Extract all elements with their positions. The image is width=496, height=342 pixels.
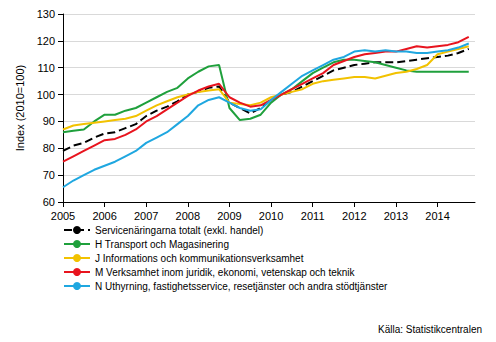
svg-text:2013: 2013	[384, 210, 408, 222]
svg-text:90: 90	[43, 115, 55, 127]
svg-text:80: 80	[43, 142, 55, 154]
svg-text:120: 120	[37, 35, 55, 47]
svg-text:2008: 2008	[176, 210, 200, 222]
svg-text:110: 110	[37, 62, 55, 74]
svg-text:100: 100	[37, 89, 55, 101]
svg-text:2014: 2014	[425, 210, 449, 222]
svg-text:2007: 2007	[134, 210, 158, 222]
svg-text:2006: 2006	[92, 210, 116, 222]
svg-text:H Transport och Magasinering: H Transport och Magasinering	[95, 239, 229, 250]
svg-text:2010: 2010	[259, 210, 283, 222]
svg-text:J Informations och kommunikati: J Informations och kommunikationsverksam…	[95, 253, 304, 264]
svg-text:N Uthyrning, fastighetsservice: N Uthyrning, fastighetsservice, resetjän…	[95, 281, 388, 292]
svg-text:2011: 2011	[301, 210, 325, 222]
svg-text:70: 70	[43, 169, 55, 181]
svg-text:M Verksamhet inom juridik, eko: M Verksamhet inom juridik, ekonomi, vete…	[95, 267, 356, 278]
svg-text:130: 130	[37, 8, 55, 20]
svg-text:2005: 2005	[51, 210, 75, 222]
svg-text:2012: 2012	[342, 210, 366, 222]
svg-text:Servicenäringarna totalt (exkl: Servicenäringarna totalt (exkl. handel)	[95, 225, 263, 236]
svg-text:60: 60	[43, 196, 55, 208]
svg-text:2009: 2009	[217, 210, 241, 222]
svg-text:Källa: Statistikcentralen: Källa: Statistikcentralen	[378, 324, 482, 335]
svg-text:Index (2010=100): Index (2010=100)	[14, 65, 26, 152]
